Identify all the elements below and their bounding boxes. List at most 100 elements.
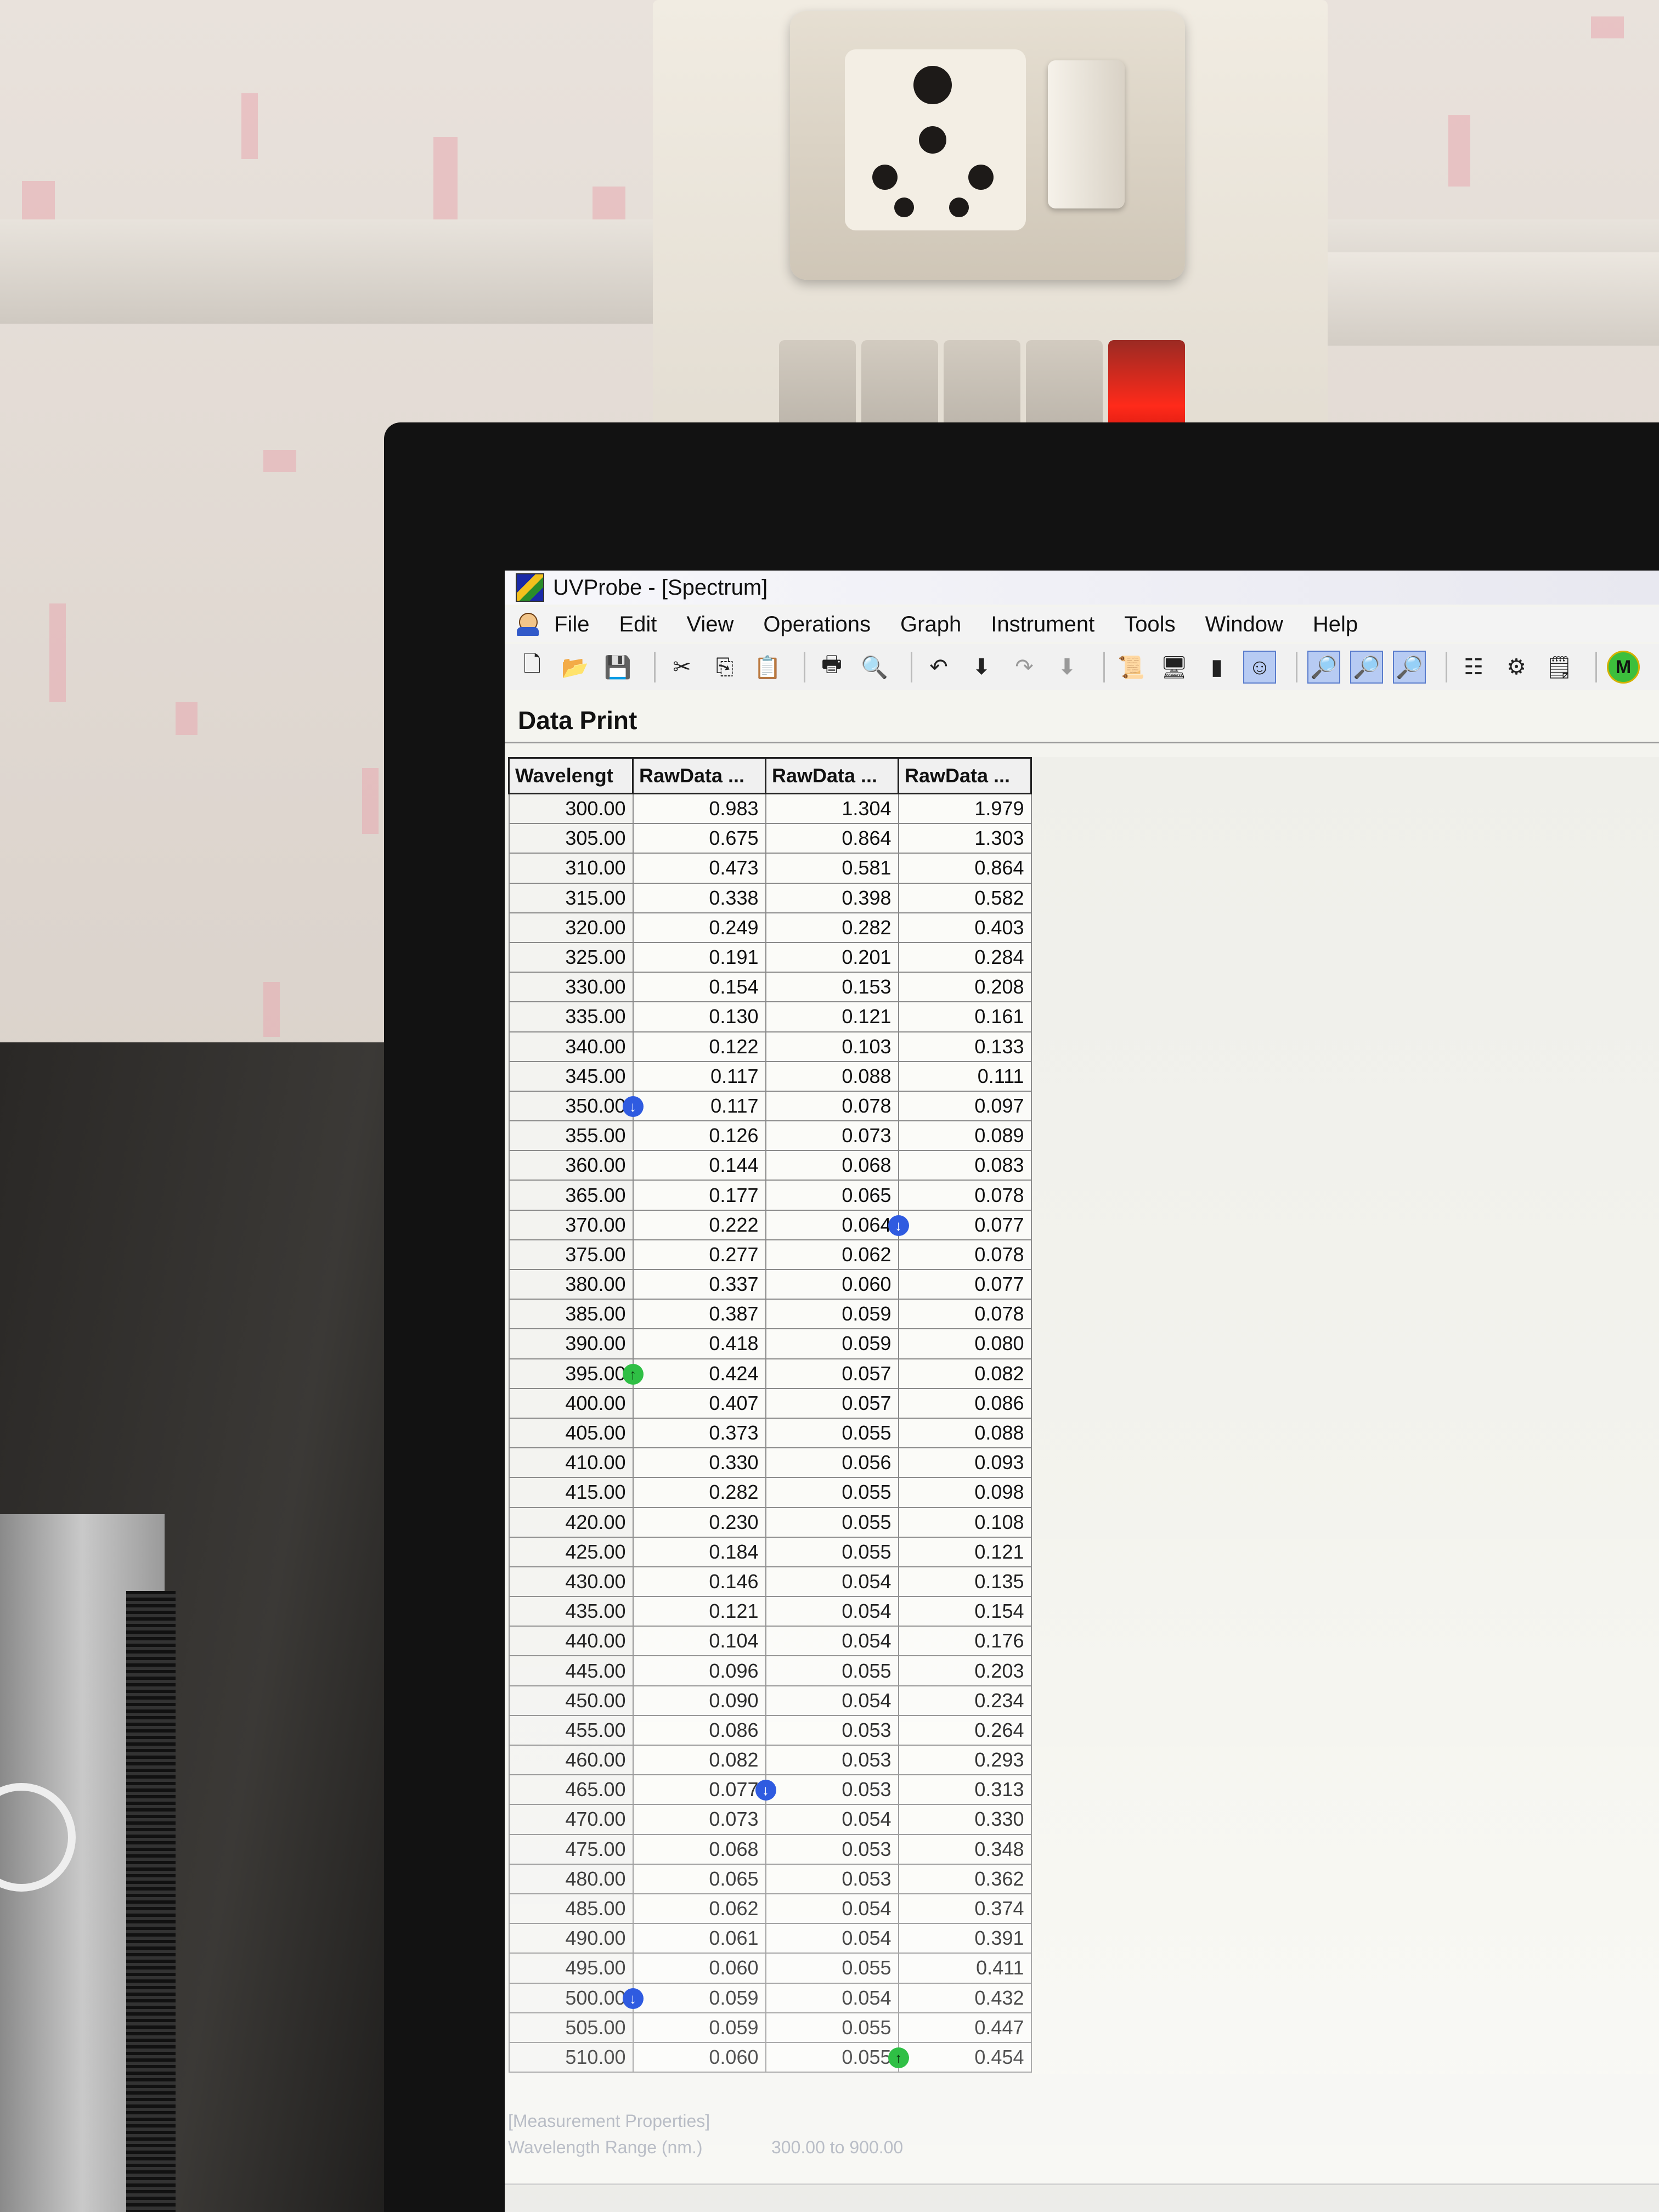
wavelength-cell[interactable]: 330.00 bbox=[508, 972, 634, 1003]
rawdata-cell[interactable]: 0.338 bbox=[632, 882, 766, 913]
menu-view[interactable]: View bbox=[686, 612, 734, 636]
table-row[interactable]: 385.00 0.387 0.059 0.078 bbox=[508, 1299, 1032, 1330]
rawdata-cell[interactable]: 0.230 bbox=[632, 1506, 766, 1538]
table-row[interactable]: 495.00 0.060 0.055 0.411 bbox=[508, 1953, 1032, 1984]
table-row[interactable]: 435.00 0.121 0.054 0.154 bbox=[508, 1596, 1032, 1627]
zoom-tool-icon[interactable]: 🔎 bbox=[1393, 651, 1426, 684]
wavelength-cell[interactable]: 305.00 bbox=[508, 823, 634, 854]
rawdata-cell[interactable]: 0.060 bbox=[632, 1953, 766, 1984]
rawdata-cell[interactable]: 0.864 bbox=[898, 853, 1032, 884]
table-row[interactable]: 345.00 0.117 0.088 0.111 bbox=[508, 1060, 1032, 1092]
wavelength-cell[interactable]: 510.00 bbox=[508, 2041, 634, 2073]
print-preview-icon[interactable]: 🔍 bbox=[861, 655, 888, 680]
rawdata-cell[interactable]: 0.061 bbox=[632, 1923, 766, 1954]
rawdata-cell[interactable]: 0.418 bbox=[632, 1328, 766, 1359]
table-row[interactable]: 470.00 0.073 0.054 0.330 bbox=[508, 1804, 1032, 1835]
rawdata-cell[interactable]: 0.293 bbox=[898, 1744, 1032, 1776]
rawdata-cell[interactable]: 0.135 bbox=[898, 1566, 1032, 1598]
rawdata-cell[interactable]: 0.153 bbox=[765, 972, 899, 1003]
monitor-icon[interactable]: 🖥 bbox=[1160, 655, 1188, 680]
table-row[interactable]: 395.00 ↑ 0.424 0.057 0.082 bbox=[508, 1358, 1032, 1389]
rawdata-cell[interactable]: 0.201 bbox=[765, 941, 899, 973]
rawdata-cell[interactable]: 0.055 bbox=[765, 2012, 899, 2043]
rawdata-cell[interactable]: 0.582 bbox=[898, 882, 1032, 913]
rawdata-cell[interactable]: 0.117 bbox=[632, 1090, 766, 1122]
rawdata-cell[interactable]: 0.080 bbox=[898, 1328, 1032, 1359]
wavelength-cell[interactable]: 335.00 bbox=[508, 1001, 634, 1032]
rawdata-cell[interactable]: 0.077 bbox=[898, 1209, 1032, 1240]
wavelength-cell[interactable]: 420.00 bbox=[508, 1506, 634, 1538]
table-row[interactable]: 460.00 0.082 0.053 0.293 bbox=[508, 1744, 1032, 1776]
rawdata-cell[interactable]: 0.077 bbox=[898, 1268, 1032, 1300]
wavelength-cell[interactable]: 325.00 bbox=[508, 941, 634, 973]
wavelength-cell[interactable]: 470.00 bbox=[508, 1804, 634, 1835]
table-row[interactable]: 360.00 0.144 0.068 0.083 bbox=[508, 1150, 1032, 1181]
undo-dropdown-icon[interactable]: ⬇ bbox=[972, 655, 991, 679]
rawdata-cell[interactable]: 0.161 bbox=[898, 1001, 1032, 1032]
wavelength-cell[interactable]: 415.00 bbox=[508, 1477, 634, 1508]
open-folder-icon[interactable]: 📂 bbox=[561, 655, 589, 680]
table-row[interactable]: 355.00 0.126 0.073 0.089 bbox=[508, 1120, 1032, 1152]
save-disk-icon[interactable]: 💾 bbox=[604, 655, 631, 680]
rawdata-cell[interactable]: 0.177 bbox=[632, 1180, 766, 1211]
rawdata-cell[interactable]: 0.086 bbox=[898, 1387, 1032, 1419]
rawdata-cell[interactable]: 0.111 bbox=[898, 1060, 1032, 1092]
wavelength-cell[interactable]: 430.00 bbox=[508, 1566, 634, 1598]
redo-dropdown-icon[interactable]: ⬇ bbox=[1058, 655, 1076, 679]
rawdata-cell[interactable]: 0.398 bbox=[765, 882, 899, 913]
rawdata-cell[interactable]: 0.098 bbox=[898, 1477, 1032, 1508]
person-icon[interactable]: ☺ bbox=[1243, 651, 1276, 684]
wavelength-cell[interactable]: 350.00 ↓ bbox=[508, 1090, 644, 1122]
table-row[interactable]: 450.00 0.090 0.054 0.234 bbox=[508, 1685, 1032, 1716]
table-row[interactable]: 350.00 ↓ 0.117 0.078 0.097 bbox=[508, 1090, 1032, 1122]
rawdata-cell[interactable]: 1.303 bbox=[898, 823, 1032, 854]
rawdata-cell[interactable]: 0.059 bbox=[765, 1328, 899, 1359]
rawdata-cell[interactable]: 0.144 bbox=[632, 1150, 766, 1181]
rawdata-cell[interactable]: 0.055 bbox=[765, 1655, 899, 1686]
wavelength-cell[interactable]: 410.00 bbox=[508, 1447, 634, 1479]
wavelength-cell[interactable]: 345.00 bbox=[508, 1060, 634, 1092]
wavelength-cell[interactable]: 355.00 bbox=[508, 1120, 634, 1152]
rawdata-cell[interactable]: 0.073 bbox=[632, 1804, 766, 1835]
rawdata-cell[interactable]: 0.053 bbox=[765, 1774, 899, 1805]
bars-icon[interactable]: ▮ bbox=[1210, 655, 1223, 679]
new-file-icon[interactable]: 🗋 bbox=[523, 652, 541, 676]
rawdata-cell[interactable]: 0.330 bbox=[632, 1447, 766, 1479]
wavelength-cell[interactable]: 495.00 bbox=[508, 1953, 634, 1984]
table-row[interactable]: 505.00 0.059 0.055 0.447 bbox=[508, 2012, 1032, 2043]
wavelength-cell[interactable]: 320.00 bbox=[508, 912, 634, 943]
rawdata-cell[interactable]: 0.126 bbox=[632, 1120, 766, 1152]
rawdata-cell[interactable]: 0.055 bbox=[765, 1536, 899, 1567]
rawdata-cell[interactable]: 0.060 bbox=[632, 2041, 766, 2073]
rawdata-cell[interactable]: 0.122 bbox=[632, 1031, 766, 1062]
table-row[interactable]: 480.00 0.065 0.053 0.362 bbox=[508, 1863, 1032, 1894]
rawdata-cell[interactable]: 0.082 bbox=[632, 1744, 766, 1776]
wavelength-cell[interactable]: 385.00 bbox=[508, 1299, 634, 1330]
rawdata-cell[interactable]: 0.675 bbox=[632, 823, 766, 854]
rawdata-cell[interactable]: 0.282 bbox=[632, 1477, 766, 1508]
rawdata-cell[interactable]: 0.059 bbox=[765, 1299, 899, 1330]
menu-tools[interactable]: Tools bbox=[1124, 612, 1176, 636]
table-row[interactable]: 485.00 0.062 0.054 0.374 bbox=[508, 1893, 1032, 1925]
paste-icon[interactable]: 📋 bbox=[754, 655, 781, 680]
properties-icon[interactable]: 🗒 bbox=[1545, 655, 1573, 680]
rawdata-cell[interactable]: 0.086 bbox=[632, 1714, 766, 1746]
rawdata-cell[interactable]: 0.054 bbox=[765, 1596, 899, 1627]
table-row[interactable]: 330.00 0.154 0.153 0.208 bbox=[508, 972, 1032, 1003]
wavelength-cell[interactable]: 395.00 ↑ bbox=[508, 1358, 644, 1389]
rawdata-cell[interactable]: 0.234 bbox=[898, 1685, 1032, 1716]
rawdata-cell[interactable]: 0.054 bbox=[765, 1685, 899, 1716]
menu-instrument[interactable]: Instrument bbox=[991, 612, 1095, 636]
user-login-icon[interactable] bbox=[516, 612, 541, 637]
rawdata-cell[interactable]: 0.056 bbox=[765, 1447, 899, 1479]
rawdata-cell[interactable]: 0.053 bbox=[765, 1863, 899, 1894]
rawdata-cell[interactable]: 0.097 bbox=[898, 1090, 1032, 1122]
rawdata-cell[interactable]: 0.055 bbox=[765, 1477, 899, 1508]
table-row[interactable]: 475.00 0.068 0.053 0.348 bbox=[508, 1833, 1032, 1865]
rawdata-cell[interactable]: 0.117 bbox=[632, 1060, 766, 1092]
rawdata-cell[interactable]: 0.062 bbox=[632, 1893, 766, 1925]
rawdata-cell[interactable]: 0.073 bbox=[765, 1120, 899, 1152]
wavelength-cell[interactable]: 300.00 bbox=[508, 793, 634, 825]
rawdata-cell[interactable]: 0.054 bbox=[765, 1893, 899, 1925]
wavelength-cell[interactable]: 405.00 bbox=[508, 1417, 634, 1449]
